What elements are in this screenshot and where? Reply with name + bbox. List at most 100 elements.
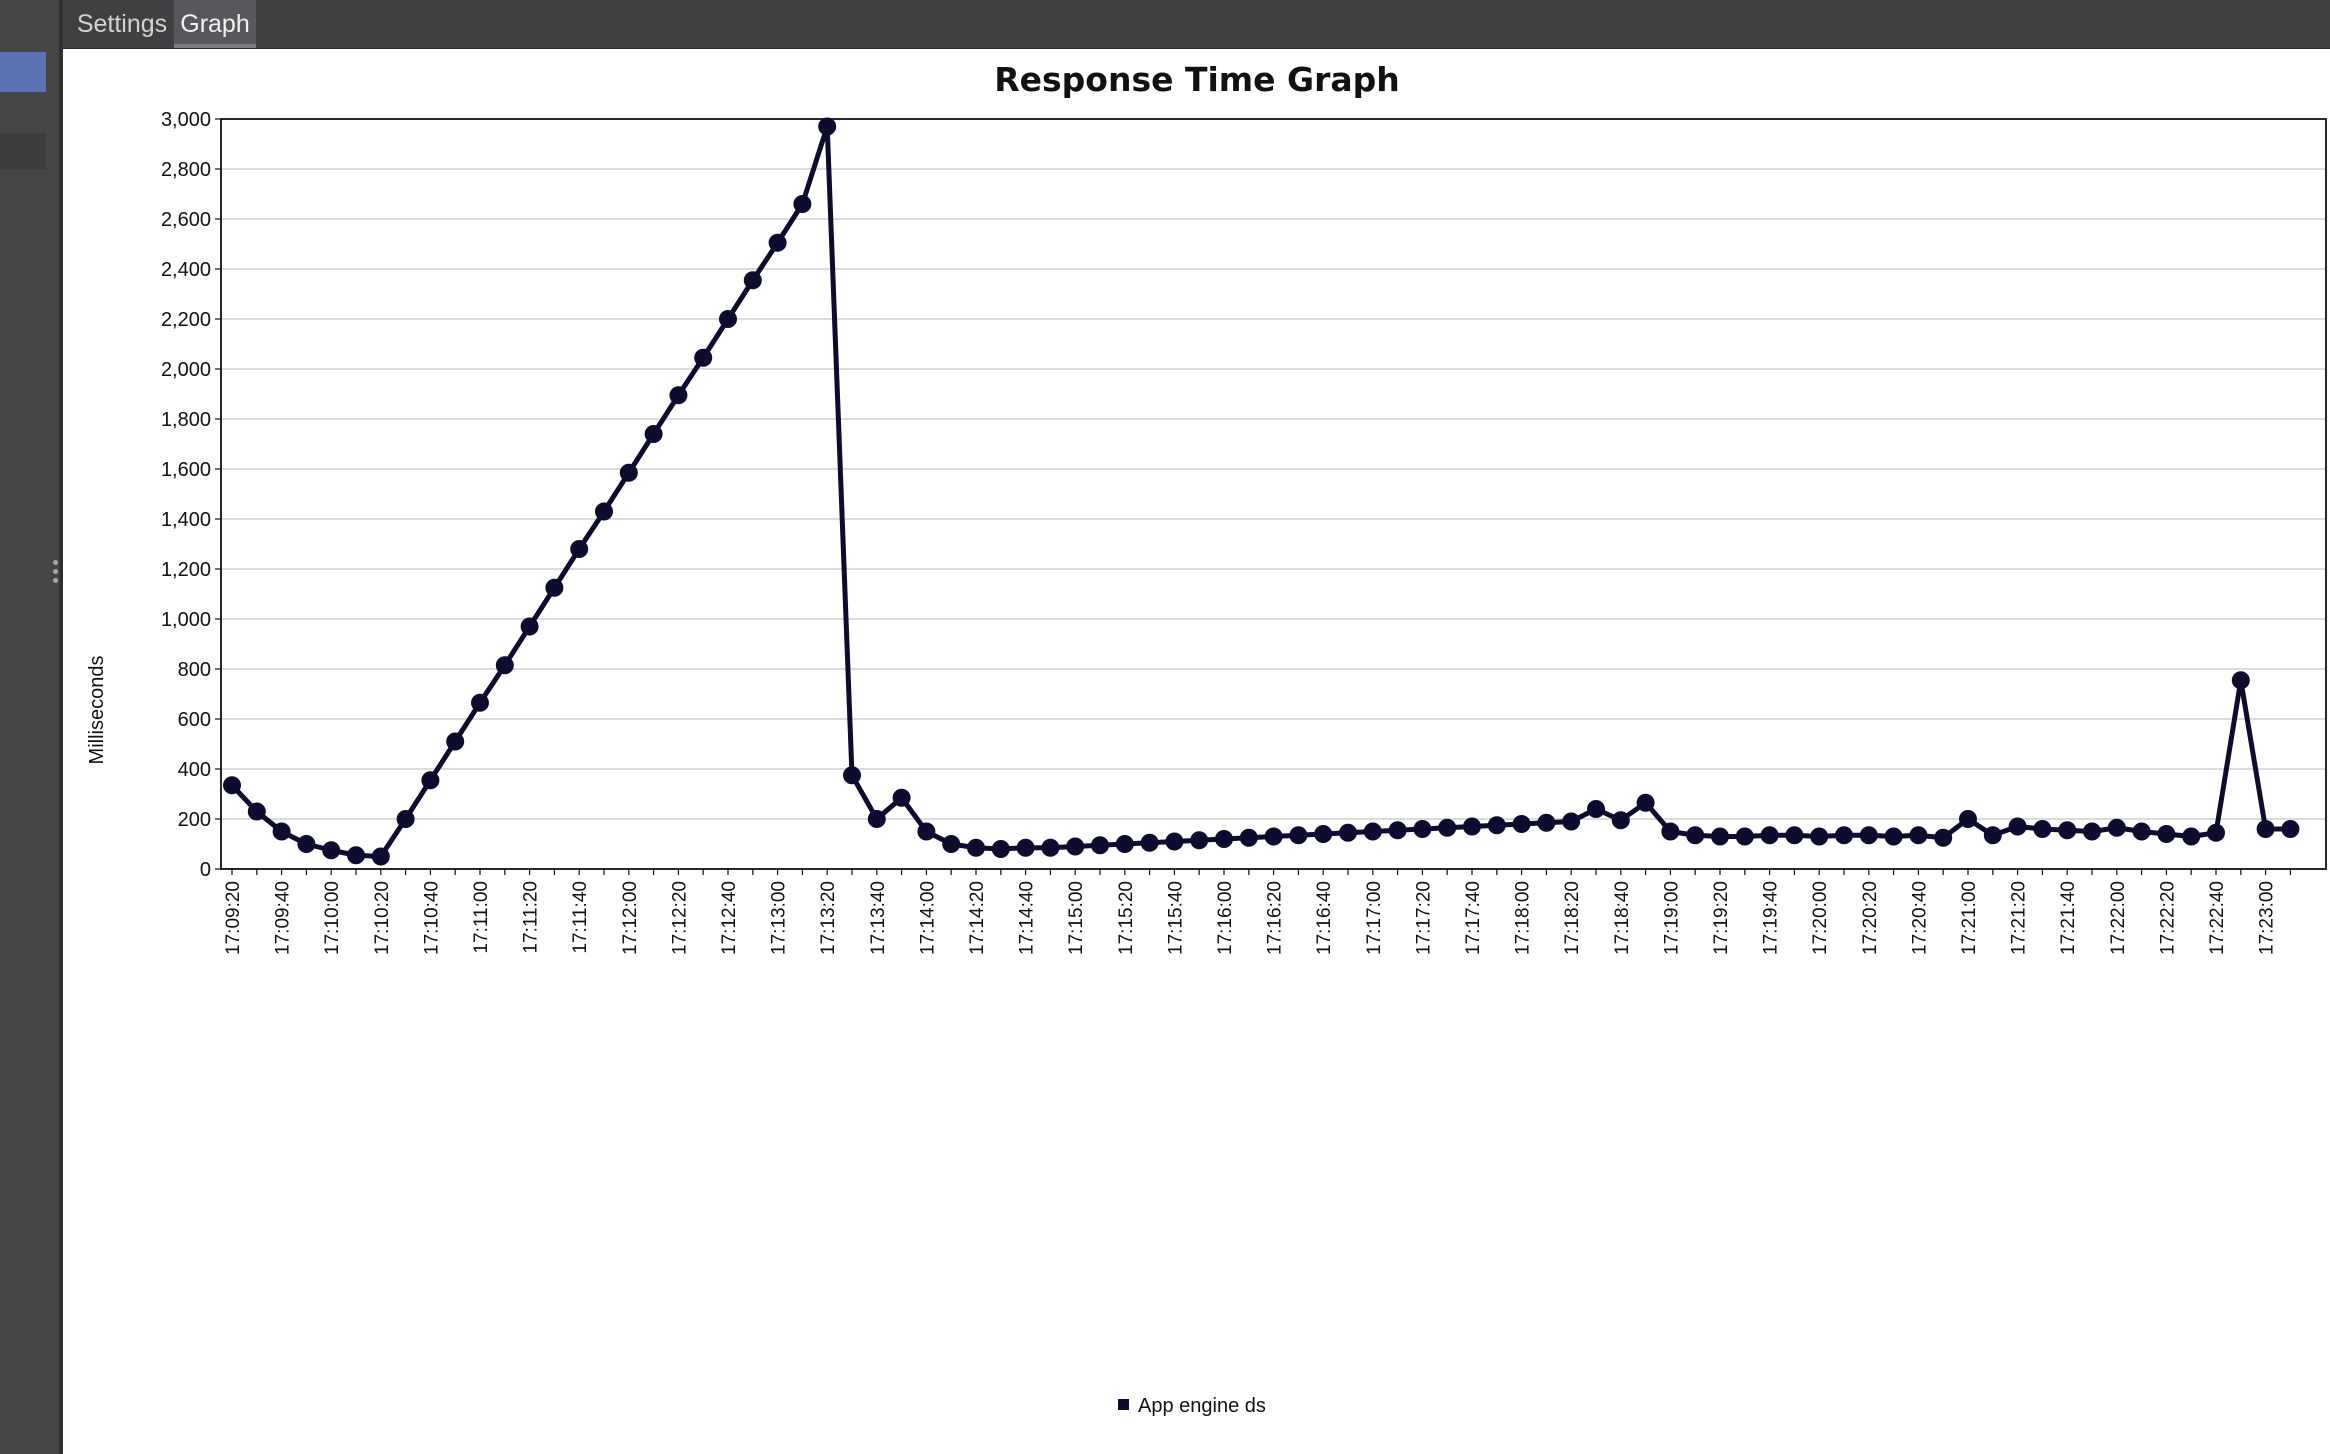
data-point: [1512, 815, 1531, 833]
data-point: [1413, 820, 1432, 838]
x-tick-label: 17:21:00: [1959, 881, 1980, 955]
y-tick-label: 600: [178, 709, 211, 731]
x-tick-label: 17:13:40: [868, 881, 889, 955]
data-point: [619, 463, 638, 482]
data-point: [371, 847, 390, 866]
data-point: [2256, 820, 2275, 838]
data-point: [1959, 810, 1977, 828]
plot-frame: [220, 118, 2327, 870]
data-point: [1909, 826, 1928, 845]
x-tick-label: 17:22:20: [2157, 881, 2178, 955]
data-point: [446, 732, 465, 751]
data-point: [843, 766, 861, 785]
x-tick-label: 17:13:20: [818, 881, 839, 955]
x-tick-label: 17:16:00: [1215, 881, 1236, 955]
x-tick-label: 17:18:40: [1612, 881, 1633, 955]
data-point: [1636, 793, 1655, 812]
x-tick-label: 17:17:40: [1463, 881, 1484, 955]
data-point: [1339, 823, 1357, 842]
data-point: [495, 656, 514, 675]
data-point: [223, 776, 241, 795]
x-tick-label: 17:14:20: [967, 881, 988, 955]
data-point: [2182, 827, 2201, 846]
legend-swatch: [1118, 1399, 1129, 1410]
y-tick-label: 3,000: [161, 109, 211, 131]
data-point: [2107, 818, 2126, 837]
tab-graph[interactable]: Graph: [174, 0, 256, 48]
panel-resize-grip-icon[interactable]: [50, 560, 60, 588]
x-tick-label: 17:16:40: [1314, 881, 1335, 955]
data-point: [570, 540, 589, 558]
data-point: [1587, 800, 1605, 818]
x-tick-label: 17:12:20: [669, 881, 690, 955]
y-tick-label: 2,600: [161, 209, 211, 231]
legend-label: App engine ds: [1138, 1395, 1266, 1417]
y-tick-label: 1,000: [161, 609, 211, 631]
x-tick-label: 17:19:40: [1761, 881, 1782, 955]
x-tick-label: 17:18:20: [1562, 881, 1583, 955]
data-point: [1611, 811, 1630, 830]
data-point: [2207, 823, 2225, 842]
data-point: [1487, 816, 1506, 835]
x-tick-label: 17:16:20: [1265, 881, 1286, 955]
x-tick-label: 17:19:00: [1661, 881, 1682, 955]
x-tick-label: 17:22:40: [2207, 881, 2228, 955]
data-point: [694, 348, 713, 367]
data-point: [595, 502, 613, 521]
data-point: [247, 802, 266, 821]
data-point: [297, 835, 316, 853]
data-point: [545, 578, 564, 597]
data-point: [719, 310, 737, 328]
data-point: [2231, 671, 2250, 690]
data-point: [1016, 838, 1035, 857]
data-point: [1859, 826, 1878, 845]
data-point: [1760, 826, 1779, 845]
x-tick-label: 17:17:20: [1413, 881, 1434, 955]
data-point: [1463, 817, 1481, 836]
data-point: [669, 386, 688, 405]
data-point: [2058, 821, 2077, 840]
left-panel-item[interactable]: [0, 133, 46, 169]
left-panel: [0, 0, 63, 1454]
data-point: [991, 840, 1010, 858]
data-point: [1388, 821, 1407, 840]
data-point: [1314, 825, 1333, 843]
x-tick-label: 17:20:40: [1909, 881, 1930, 955]
data-point: [1934, 828, 1953, 847]
y-tick-label: 0: [200, 859, 211, 881]
series-line: [230, 124, 2291, 859]
data-point: [892, 788, 911, 807]
x-tick-label: 17:21:40: [2058, 881, 2079, 955]
data-point: [743, 271, 762, 290]
x-tick-label: 17:10:00: [322, 881, 343, 955]
x-tick-label: 17:18:00: [1513, 881, 1534, 955]
data-point: [1066, 837, 1085, 856]
data-point: [967, 838, 985, 857]
x-tick-label: 17:10:20: [372, 881, 393, 955]
x-tick-label: 17:14:00: [917, 881, 938, 955]
data-point: [1438, 818, 1457, 837]
x-tick-label: 17:10:40: [421, 881, 442, 955]
data-point: [1884, 827, 1903, 846]
tab-settings[interactable]: Settings: [76, 10, 168, 38]
data-point: [818, 117, 837, 136]
data-point: [520, 617, 539, 636]
data-point: [1165, 832, 1184, 851]
data-point: [322, 841, 341, 860]
data-point: [1140, 833, 1159, 852]
x-tick-label: 17:11:00: [471, 881, 492, 954]
y-tick-label: 1,800: [161, 409, 211, 431]
x-tick-label: 17:09:40: [273, 881, 294, 955]
data-point: [2083, 822, 2101, 841]
y-tick-label: 200: [178, 809, 211, 831]
y-tick-label: 1,600: [161, 459, 211, 481]
data-point: [421, 771, 440, 790]
x-tick-label: 17:15:20: [1116, 881, 1137, 955]
y-tick-label: 400: [178, 759, 211, 781]
left-panel-selected-item[interactable]: [0, 52, 46, 92]
data-point: [1115, 835, 1134, 853]
y-tick-label: 800: [178, 659, 211, 681]
x-tick-label: 17:12:00: [620, 881, 641, 955]
data-point: [2132, 822, 2151, 841]
x-tick-label: 17:17:00: [1364, 881, 1385, 955]
